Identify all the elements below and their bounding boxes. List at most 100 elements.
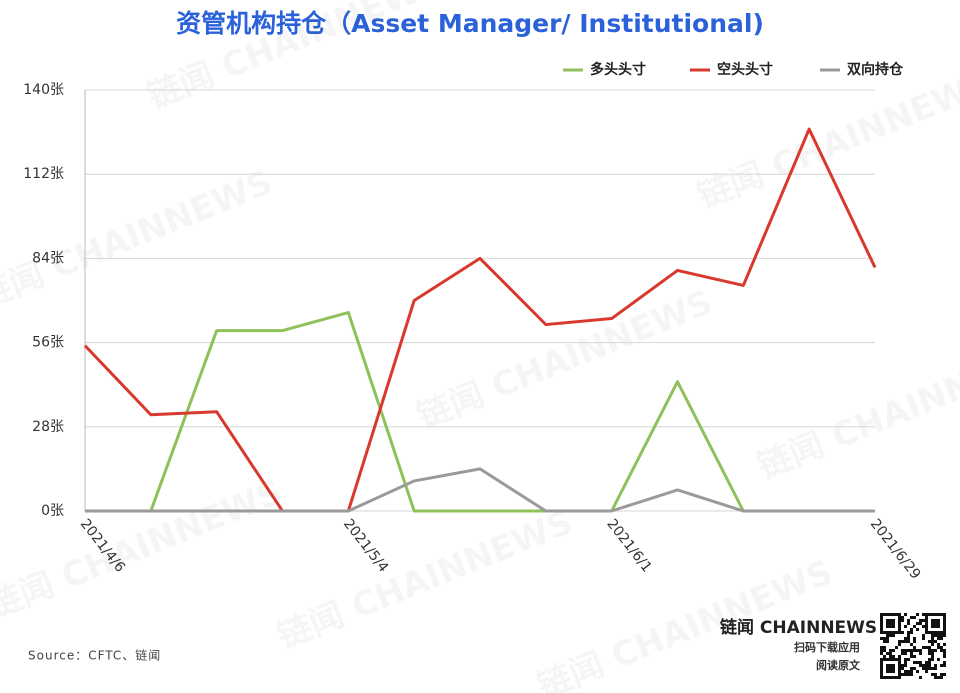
qr-cell xyxy=(886,622,889,625)
watermark: 链闻 CHAINNEWS xyxy=(0,472,288,627)
qr-cell xyxy=(907,649,910,652)
qr-cell xyxy=(889,652,892,655)
qr-cell xyxy=(937,658,940,661)
qr-cell xyxy=(940,664,943,667)
qr-cell xyxy=(931,643,934,646)
qr-cell xyxy=(889,634,892,637)
qr-cell xyxy=(913,655,916,658)
qr-cell xyxy=(880,631,883,634)
qr-cell xyxy=(943,673,946,676)
qr-cell xyxy=(895,646,898,649)
qr-cell xyxy=(913,667,916,670)
qr-cell xyxy=(913,637,916,640)
qr-cell xyxy=(898,625,901,628)
qr-cell xyxy=(928,646,931,649)
qr-cell xyxy=(907,658,910,661)
series-line xyxy=(85,467,875,513)
qr-cell xyxy=(898,664,901,667)
qr-cell xyxy=(922,637,925,640)
qr-cell xyxy=(943,613,946,616)
qr-cell xyxy=(895,658,898,661)
qr-cell xyxy=(943,622,946,625)
qr-cell xyxy=(928,631,931,634)
qr-cell xyxy=(925,646,928,649)
qr-cell xyxy=(880,667,883,670)
qr-cell xyxy=(889,658,892,661)
qr-cell xyxy=(892,649,895,652)
qr-cell xyxy=(889,622,892,625)
qr-cell xyxy=(886,652,889,655)
qr-cell xyxy=(880,676,883,679)
qr-cell xyxy=(901,640,904,643)
qr-cell xyxy=(910,670,913,673)
qr-cell xyxy=(943,619,946,622)
qr-cell xyxy=(883,655,886,658)
qr-cell xyxy=(937,625,940,628)
qr-cell xyxy=(931,640,934,643)
qr-cell xyxy=(910,673,913,676)
qr-cell xyxy=(937,631,940,634)
qr-cell xyxy=(910,643,913,646)
qr-cell xyxy=(889,625,892,628)
qr-cell xyxy=(916,613,919,616)
qr-cell xyxy=(904,664,907,667)
qr-cell xyxy=(937,619,940,622)
qr-cell xyxy=(919,661,922,664)
brand-line: 扫码下载应用 xyxy=(794,640,860,654)
qr-cell xyxy=(928,640,931,643)
qr-cell xyxy=(943,625,946,628)
qr-cell xyxy=(880,649,883,652)
qr-cell xyxy=(889,613,892,616)
qr-cell xyxy=(898,619,901,622)
qr-cell xyxy=(880,661,883,664)
qr-cell xyxy=(892,670,895,673)
qr-cell xyxy=(919,664,922,667)
qr-cell xyxy=(895,631,898,634)
watermark: 链闻 CHAINNEWS xyxy=(412,282,718,437)
qr-cell xyxy=(910,616,913,619)
qr-cell xyxy=(898,643,901,646)
qr-cell xyxy=(895,613,898,616)
qr-cell xyxy=(883,658,886,661)
qr-cell xyxy=(886,625,889,628)
qr-cell xyxy=(904,637,907,640)
qr-cell xyxy=(931,652,934,655)
qr-cell xyxy=(904,658,907,661)
qr-cell xyxy=(943,655,946,658)
qr-cell xyxy=(904,652,907,655)
qr-cell xyxy=(892,619,895,622)
qr-cell xyxy=(886,658,889,661)
qr-cell xyxy=(901,673,904,676)
legend-label: 双向持仓 xyxy=(847,61,904,78)
qr-cell xyxy=(910,631,913,634)
qr-cell xyxy=(880,652,883,655)
qr-cell xyxy=(889,670,892,673)
watermark: 链闻 CHAINNEWS xyxy=(692,62,960,217)
qr-cell xyxy=(883,631,886,634)
qr-cell xyxy=(931,622,934,625)
qr-cell xyxy=(934,673,937,676)
qr-cell xyxy=(931,649,934,652)
qr-cell xyxy=(919,622,922,625)
qr-cell xyxy=(934,625,937,628)
qr-cell xyxy=(937,622,940,625)
qr-cell xyxy=(925,664,928,667)
qr-cell xyxy=(883,676,886,679)
qr-cell xyxy=(943,652,946,655)
qr-cell xyxy=(910,649,913,652)
qr-cell xyxy=(940,673,943,676)
qr-cell xyxy=(892,658,895,661)
qr-cell xyxy=(943,664,946,667)
qr-cell xyxy=(943,649,946,652)
qr-cell xyxy=(892,622,895,625)
qr-cell xyxy=(916,670,919,673)
qr-cell xyxy=(898,616,901,619)
qr-cell xyxy=(907,631,910,634)
qr-cell xyxy=(886,619,889,622)
legend-label: 多头头寸 xyxy=(590,61,646,78)
qr-cell xyxy=(916,628,919,631)
qr-cell xyxy=(943,643,946,646)
qr-cell xyxy=(907,622,910,625)
qr-cell xyxy=(901,667,904,670)
qr-cell xyxy=(934,619,937,622)
